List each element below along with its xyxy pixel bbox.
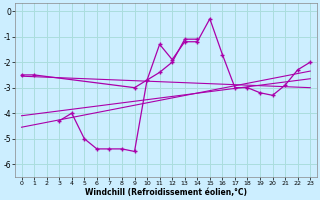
X-axis label: Windchill (Refroidissement éolien,°C): Windchill (Refroidissement éolien,°C) — [85, 188, 247, 197]
